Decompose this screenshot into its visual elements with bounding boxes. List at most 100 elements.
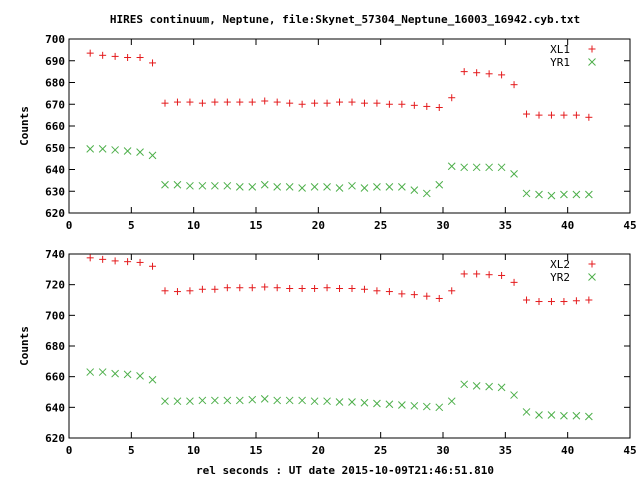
- data-point: [335, 398, 344, 406]
- data-point: [99, 255, 107, 263]
- data-point: [236, 98, 244, 106]
- data-point: [261, 97, 269, 105]
- y-tick-label: 690: [45, 55, 65, 68]
- chart-title: HIRES continuum, Neptune, file:Skynet_57…: [110, 13, 580, 26]
- data-point: [248, 284, 256, 292]
- data-point: [248, 395, 257, 404]
- legend-label: XL2: [550, 258, 570, 271]
- data-point: [535, 190, 543, 199]
- data-point: [323, 284, 331, 292]
- data-point: [261, 283, 269, 291]
- x-tick-label: 15: [249, 444, 262, 457]
- data-point: [235, 183, 244, 191]
- data-point: [498, 71, 506, 79]
- data-point: [223, 181, 232, 190]
- y-tick-label: 640: [45, 401, 65, 414]
- data-point: [473, 270, 481, 278]
- data-point: [186, 287, 194, 295]
- data-point: [348, 398, 356, 406]
- data-point: [173, 397, 182, 406]
- data-point: [86, 49, 94, 57]
- x-tick-label: 0: [66, 219, 73, 232]
- data-point: [398, 401, 406, 409]
- x-tick-label: 45: [623, 444, 636, 457]
- data-point: [286, 99, 294, 107]
- data-point: [198, 181, 207, 190]
- data-point: [560, 111, 568, 119]
- data-point: [472, 382, 481, 390]
- data-point: [149, 262, 157, 270]
- data-point: [485, 70, 493, 78]
- x-tick-label: 25: [374, 444, 387, 457]
- data-point: [398, 183, 406, 191]
- data-point: [123, 147, 132, 155]
- series-YR1: [86, 144, 593, 200]
- y-axis-title: Counts: [18, 106, 31, 146]
- data-point: [186, 181, 194, 190]
- data-point: [535, 411, 543, 419]
- x-tick-label: 20: [312, 219, 325, 232]
- data-point: [98, 144, 107, 153]
- data-point: [211, 285, 219, 293]
- x-tick-label: 20: [312, 444, 325, 457]
- data-point: [435, 104, 443, 112]
- data-point: [136, 148, 144, 156]
- legend-label: XL1: [550, 43, 570, 56]
- data-point: [223, 98, 231, 106]
- data-point: [198, 99, 206, 107]
- data-point: [298, 396, 306, 405]
- y-tick-label: 620: [45, 432, 65, 445]
- data-point: [211, 396, 219, 405]
- data-point: [535, 111, 543, 119]
- data-point: [260, 180, 269, 189]
- data-point: [523, 110, 531, 118]
- data-point: [473, 69, 481, 77]
- data-point: [298, 285, 306, 292]
- data-point: [136, 258, 144, 266]
- data-point: [485, 382, 493, 391]
- data-point: [235, 396, 244, 405]
- data-point: [248, 183, 257, 191]
- data-point: [173, 98, 181, 106]
- data-point: [547, 411, 556, 419]
- data-point: [86, 144, 95, 153]
- data-point: [385, 100, 393, 108]
- data-point: [86, 254, 94, 262]
- data-point: [186, 397, 194, 406]
- data-point: [448, 287, 456, 295]
- data-point: [448, 94, 456, 102]
- data-point: [323, 183, 331, 191]
- data-point: [572, 190, 581, 199]
- x-axis-title: rel seconds : UT date 2015-10-09T21:46:5…: [196, 464, 494, 477]
- plot-bottom: 0 5 10 15 20 25 30 35 40 45 620 640 660 680 700 720 740 C…: [18, 248, 637, 457]
- data-point: [472, 163, 481, 172]
- data-point: [360, 99, 368, 107]
- data-point: [373, 287, 381, 295]
- data-point: [298, 100, 306, 108]
- data-point: [373, 399, 381, 408]
- y-tick-label: 660: [45, 120, 65, 133]
- data-point: [335, 184, 344, 192]
- data-point: [248, 98, 256, 106]
- data-point: [373, 99, 381, 107]
- x-tick-label: 35: [499, 444, 512, 457]
- data-point: [286, 285, 294, 292]
- y-tick-label: 650: [45, 142, 65, 155]
- data-point: [136, 372, 144, 380]
- data-point: [398, 100, 406, 108]
- data-point: [348, 98, 356, 106]
- data-point: [161, 397, 169, 406]
- data-point: [510, 278, 518, 286]
- data-point: [260, 395, 269, 403]
- data-point: [423, 102, 431, 110]
- data-point: [572, 411, 581, 420]
- data-point: [585, 190, 593, 199]
- data-point: [111, 146, 119, 154]
- x-tick-label: 10: [187, 219, 200, 232]
- data-point: [510, 169, 518, 178]
- plot-top: 0 5 10 15 20 25 30 35 40 45 620 630 640 650 660 670 680 6…: [18, 33, 637, 232]
- x-tick-label: 30: [436, 444, 449, 457]
- x-tick-label: 25: [374, 219, 387, 232]
- data-point: [435, 403, 444, 412]
